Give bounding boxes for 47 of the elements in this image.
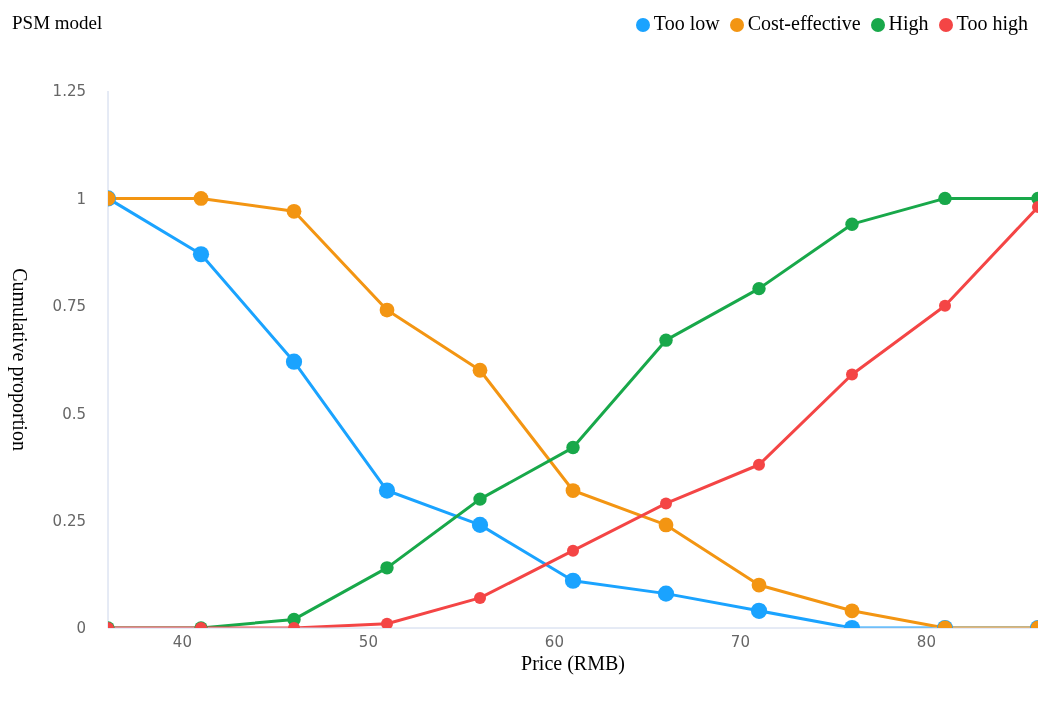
point: [566, 440, 580, 455]
point: [285, 353, 303, 370]
x-tick-label: 70: [730, 632, 750, 651]
point: [846, 368, 858, 381]
legend-label: Too high: [956, 12, 1028, 34]
point: [473, 492, 487, 506]
legend-label: Cost-effective: [747, 12, 861, 34]
point: [750, 602, 768, 619]
point: [659, 333, 673, 347]
x-tick-label: 40: [172, 632, 192, 651]
point: [474, 591, 486, 604]
point: [472, 362, 488, 378]
y-tick-label: 0.75: [52, 297, 86, 316]
point: [752, 281, 766, 296]
y-tick-label: 0.25: [52, 511, 86, 530]
chart-title: PSM model: [12, 12, 103, 34]
point: [378, 482, 396, 499]
point: [939, 299, 951, 312]
point: [844, 603, 860, 619]
point: [381, 617, 393, 628]
point: [938, 191, 952, 206]
point: [751, 577, 767, 593]
point: [286, 203, 302, 219]
legend-label: High: [888, 12, 929, 34]
point: [567, 544, 579, 557]
point: [380, 561, 394, 575]
point: [192, 246, 210, 263]
y-tick-label: 0: [76, 619, 86, 638]
point: [565, 483, 581, 498]
point: [657, 585, 675, 602]
point: [379, 302, 395, 318]
x-tick-label: 50: [358, 632, 378, 651]
point: [564, 572, 582, 589]
point: [660, 497, 672, 510]
x-tick-label: 80: [916, 632, 936, 651]
point: [753, 458, 765, 471]
y-tick-label: 1.25: [52, 82, 86, 101]
y-tick-label: 0.5: [62, 404, 86, 423]
point: [845, 217, 859, 231]
point: [658, 517, 674, 533]
x-axis-title: Price (RMB): [521, 652, 625, 675]
point: [193, 191, 209, 206]
point: [471, 516, 489, 533]
x-tick-label: 60: [544, 632, 564, 651]
legend-label: Too low: [653, 12, 720, 34]
y-tick-label: 1: [76, 189, 86, 208]
y-axis-title: Cumulative proportion: [7, 268, 31, 451]
